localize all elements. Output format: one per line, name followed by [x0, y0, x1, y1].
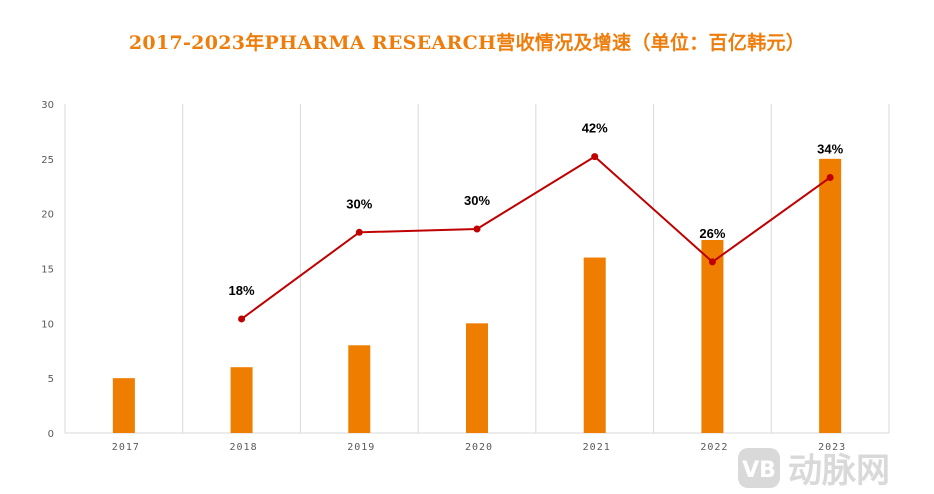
- x-tick-label: 2017: [112, 442, 140, 453]
- growth-point-2023: [826, 173, 834, 181]
- growth-label-2019: 30%: [346, 196, 372, 211]
- growth-line: [238, 153, 834, 323]
- y-tick-label: 5: [48, 374, 54, 385]
- growth-line-path: [240, 155, 831, 320]
- x-tick-label: 2021: [583, 442, 611, 453]
- y-tick-label: 10: [41, 319, 54, 330]
- watermark-logo-icon: [738, 448, 780, 488]
- growth-point-2021: [591, 153, 599, 161]
- x-tick-label: 2023: [818, 442, 846, 453]
- growth-label-2018: 18%: [229, 283, 255, 298]
- growth-label-2022: 26%: [699, 226, 725, 241]
- x-axis: 2017 2018 2019 2020 2021 2022 2023: [112, 442, 846, 453]
- watermark-text: 动脉网: [788, 451, 890, 490]
- bar-2019: [348, 345, 371, 433]
- bar-2022: [701, 239, 724, 433]
- y-tick-label: 30: [41, 100, 54, 111]
- bar-2021: [583, 257, 606, 433]
- bar-2017: [112, 378, 135, 433]
- chart-title: 2017-2023年PHARMA RESEARCH营收情况及增速（单位：百亿韩元…: [128, 32, 806, 54]
- x-tick-label: 2018: [230, 442, 258, 453]
- data-labels: 18% 30% 30% 42% 26% 34%: [229, 121, 844, 298]
- watermark-logo-text: VB: [742, 458, 776, 483]
- y-tick-label: 25: [41, 155, 54, 166]
- bar-2020: [466, 323, 488, 433]
- y-tick-label: 20: [41, 210, 54, 221]
- growth-point-2019: [355, 228, 363, 236]
- y-axis: 0 5 10 15 20 25 30: [41, 100, 54, 440]
- x-tick-label: 2020: [465, 442, 493, 453]
- x-tick-label: 2019: [347, 442, 375, 453]
- growth-point-2022: [708, 258, 716, 266]
- x-tick-label: 2022: [700, 442, 728, 453]
- growth-point-2018: [238, 315, 246, 323]
- y-tick-label: 15: [41, 265, 54, 276]
- growth-label-2020: 30%: [464, 193, 490, 208]
- watermark: VB 动脉网: [738, 448, 890, 490]
- growth-point-2020: [473, 225, 481, 233]
- bar-2023: [819, 158, 842, 434]
- growth-label-2021: 42%: [582, 121, 608, 136]
- bar-2018: [230, 367, 253, 433]
- growth-label-2023: 34%: [817, 141, 843, 156]
- bars: [112, 158, 842, 434]
- y-tick-label: 0: [48, 429, 54, 440]
